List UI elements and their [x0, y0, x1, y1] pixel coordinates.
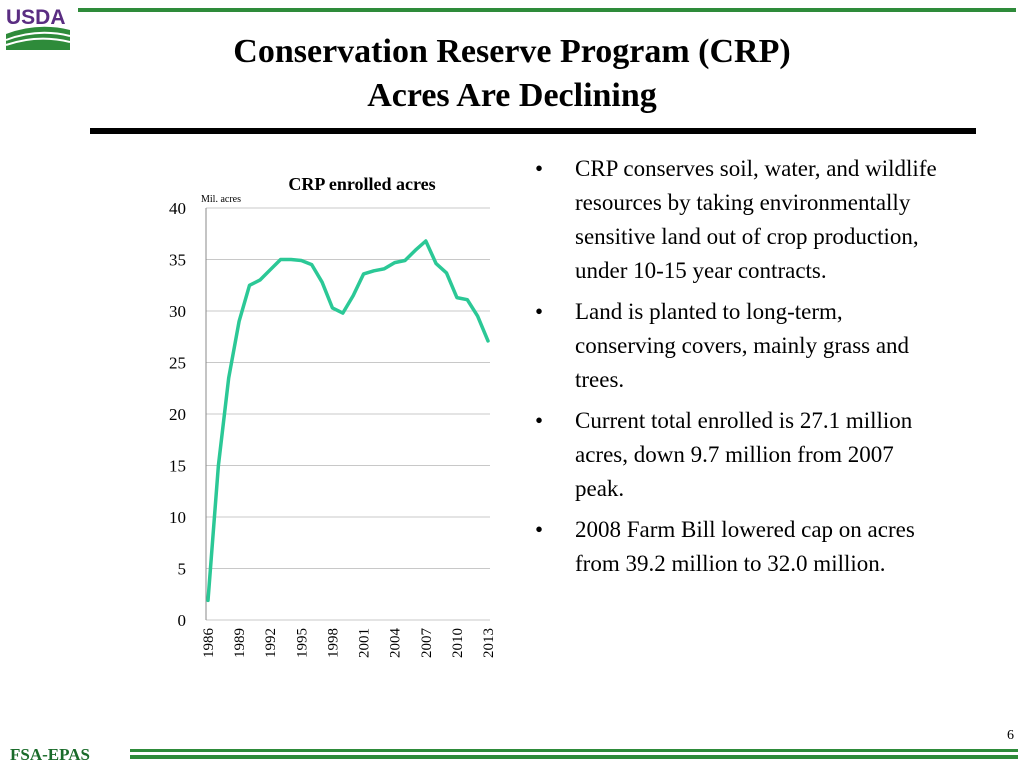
x-tick-label: 2010 [450, 628, 466, 658]
footer-rule [130, 755, 1018, 759]
x-tick-label: 1995 [294, 628, 310, 658]
footer-rule [130, 749, 1018, 752]
x-tick-label: 2007 [419, 628, 435, 659]
y-tick-label: 5 [178, 560, 187, 579]
y-tick-labels: 0 5 10 15 20 25 30 35 40 [169, 199, 186, 630]
page-number: 6 [1007, 728, 1014, 743]
bullet-text: 2008 Farm Bill lowered cap on acres from… [575, 517, 915, 576]
y-tick-label: 0 [178, 611, 187, 630]
usda-logo: USDA [5, 6, 71, 50]
y-tick-label: 10 [169, 508, 186, 527]
bullet-list: • CRP conserves soil, water, and wildlife… [525, 152, 945, 588]
bullet-item: • Current total enrolled is 27.1 million … [525, 404, 945, 506]
x-tick-labels: 1986 1989 1992 1995 1998 2001 2004 2007 2010 2013 [201, 628, 497, 659]
y-tick-label: 30 [169, 302, 186, 321]
x-tick-label: 1992 [263, 628, 279, 658]
y-tick-label: 20 [169, 405, 186, 424]
x-tick-label: 2001 [357, 628, 373, 658]
title-line-2: Acres Are Declining [367, 77, 657, 114]
title-rule [90, 128, 976, 134]
bullet-text: CRP conserves soil, water, and wildlife … [575, 156, 937, 283]
y-tick-label: 15 [169, 457, 186, 476]
top-rule [78, 8, 1016, 12]
page-title: Conservation Reserve Program (CRP) Acres… [0, 30, 1024, 118]
footer-label: FSA-EPAS [10, 745, 90, 764]
series-line-crp-acres [206, 239, 490, 603]
x-tick-label: 1986 [201, 628, 217, 659]
y-tick-label: 40 [169, 199, 186, 218]
x-tick-label: 1989 [232, 628, 248, 658]
bullet-text: Current total enrolled is 27.1 million a… [575, 408, 913, 501]
bullet-item: • Land is planted to long-term, conservin… [525, 295, 945, 397]
x-tick-label: 2004 [388, 628, 404, 659]
chart-title: CRP enrolled acres [288, 174, 435, 194]
bullet-symbol: • [535, 156, 544, 181]
x-tick-label: 2013 [481, 628, 497, 658]
bullet-symbol: • [535, 408, 544, 433]
y-tick-label: 35 [169, 251, 186, 270]
x-tick-label: 1998 [325, 628, 341, 658]
bullet-symbol: • [535, 517, 544, 542]
y-tick-label: 25 [169, 354, 186, 373]
usda-logo-text: USDA [6, 6, 66, 29]
bullet-symbol: • [535, 299, 544, 324]
bullet-item: • CRP conserves soil, water, and wildlife… [525, 152, 945, 288]
bullet-item: • 2008 Farm Bill lowered cap on acres fro… [525, 513, 945, 581]
gridlines [206, 207, 490, 621]
unit-label: Mil. acres [201, 194, 241, 205]
title-line-1: Conservation Reserve Program (CRP) [233, 33, 791, 70]
crp-acres-chart: CRP enrolled acres Mil. acres 0 5 10 15 20 25… [169, 174, 497, 659]
bullet-text: Land is planted to long-term, conserving… [575, 299, 910, 392]
